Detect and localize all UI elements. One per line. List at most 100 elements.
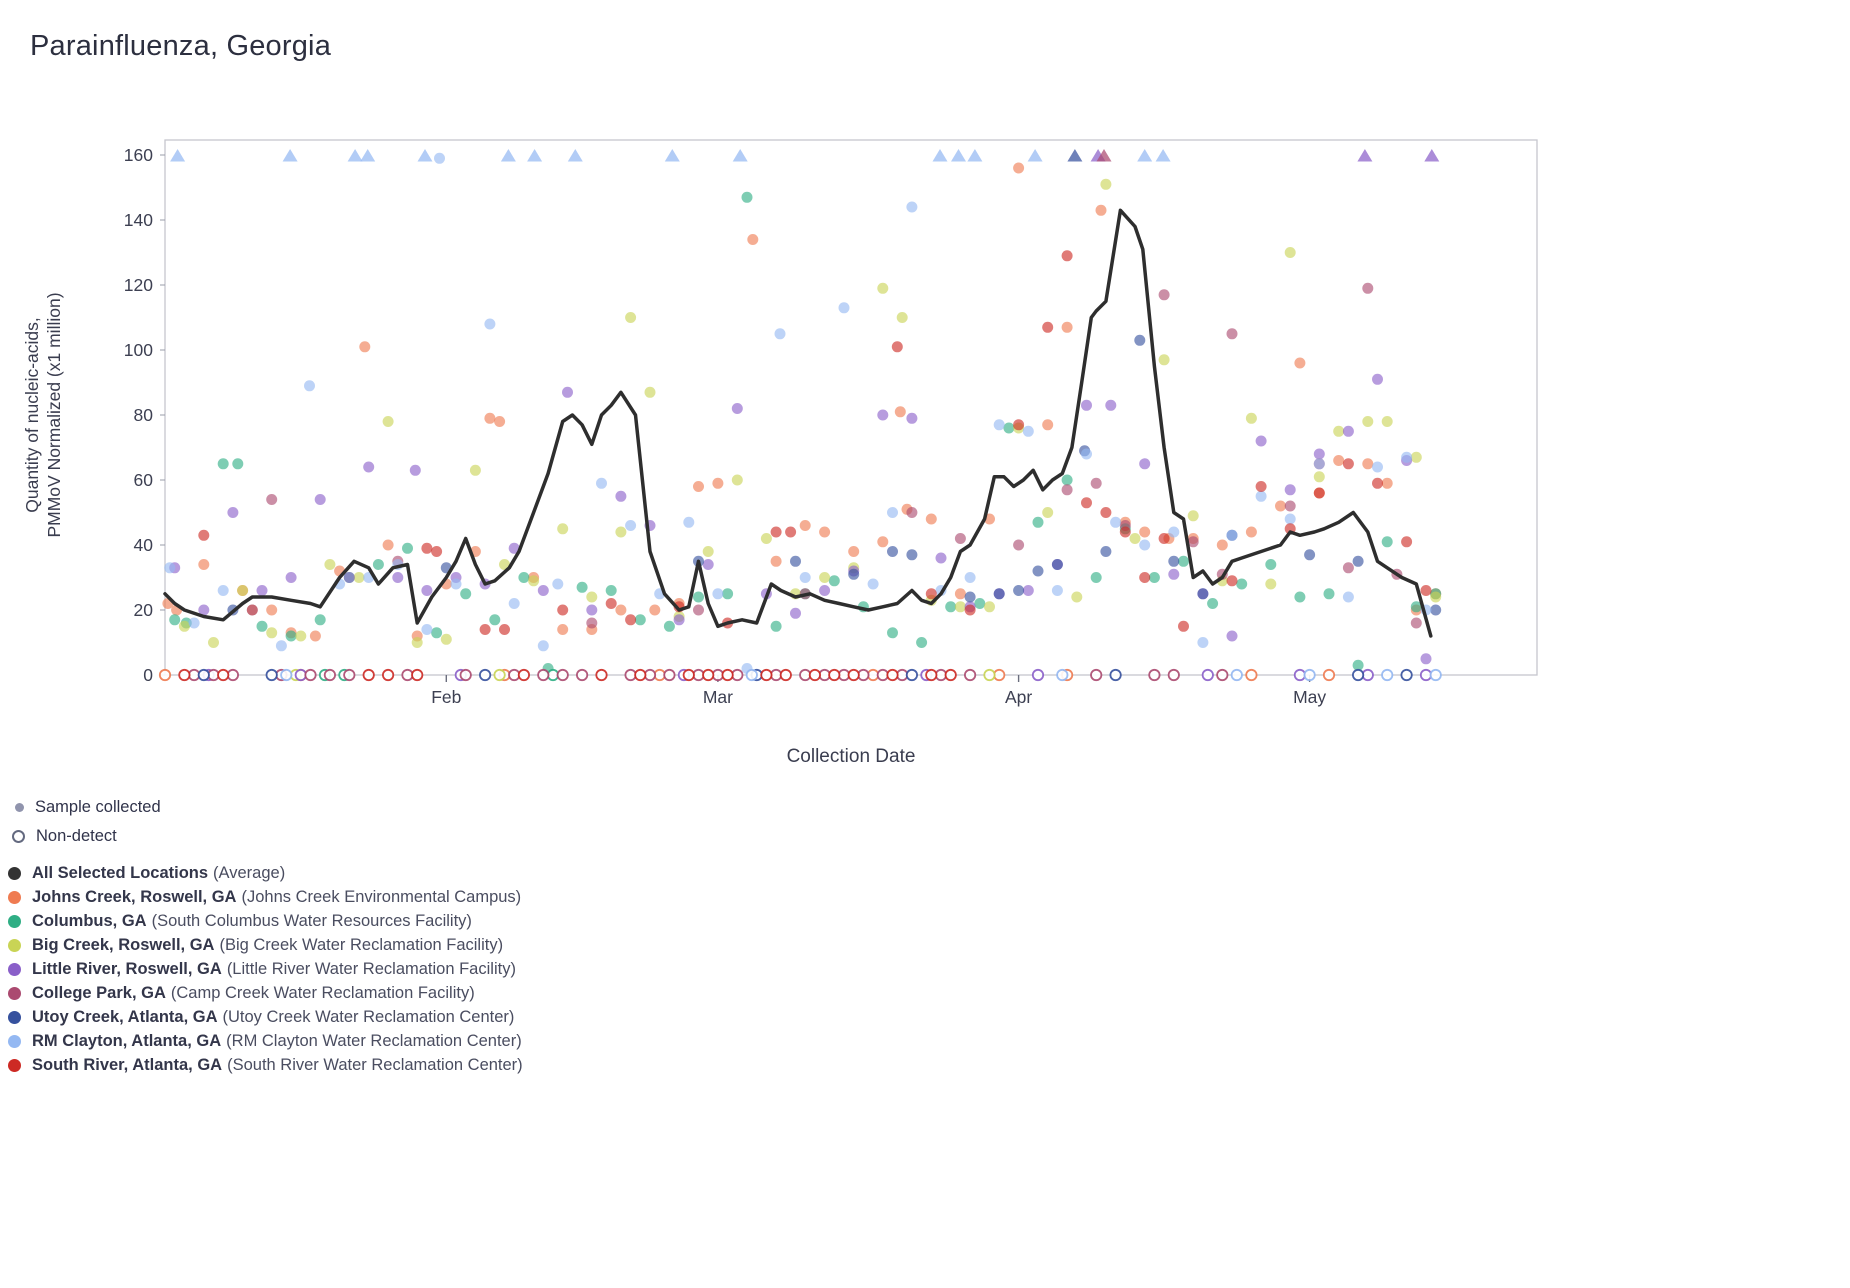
scatter-point-south_river (1342, 458, 1354, 470)
scatter-point-south_river (499, 624, 510, 635)
above-range-marker-college_park (1096, 149, 1112, 162)
scatter-point-utoy_creek (1134, 334, 1146, 346)
scatter-point-college_park (1061, 484, 1073, 496)
non-detect-johns_creek (1322, 668, 1336, 682)
non-detect-icon (12, 830, 25, 843)
scatter-point-columbus (1061, 474, 1073, 486)
scatter-point-columbus (576, 581, 588, 593)
scatter-point-little_river (935, 552, 947, 564)
legend-swatch-college_park (8, 987, 21, 1000)
y-tick-label: 80 (134, 405, 154, 425)
scatter-point-college_park (1226, 328, 1238, 340)
scatter-point-big_creek (1381, 416, 1393, 427)
scatter-point-little_river (1420, 653, 1432, 665)
scatter-point-south_river (1119, 526, 1131, 538)
scatter-point-little_river (256, 585, 268, 596)
scatter-point-south_river (1255, 481, 1267, 492)
scatter-point-johns_creek (557, 624, 569, 635)
legend-sample-collected: Sample collected (8, 798, 768, 817)
scatter-point-south_river (1139, 572, 1151, 583)
scatter-point-utoy_creek (1352, 555, 1364, 567)
above-range-marker-rm_clayton (567, 149, 583, 162)
non-detect-south_river (702, 668, 715, 682)
y-tick-label: 60 (134, 470, 154, 490)
scatter-point-big_creek (557, 523, 569, 535)
scatter-point-johns_creek (1333, 455, 1345, 466)
scatter-point-columbus (828, 575, 840, 587)
legend-item-all: All Selected Locations (Average) (8, 864, 768, 883)
scatter-point-columbus (1148, 572, 1160, 583)
scatter-point-johns_creek (1245, 526, 1257, 538)
scatter-point-big_creek (877, 282, 889, 294)
scatter-point-big_creek (1410, 451, 1422, 463)
scatter-point-little_river (1284, 484, 1296, 496)
scatter-point-south_river (1013, 419, 1025, 431)
scatter-point-rm_clayton (964, 572, 976, 583)
scatter-point-big_creek (266, 627, 278, 639)
y-tick-label: 160 (124, 145, 153, 165)
above-range-marker-rm_clayton (417, 149, 433, 162)
scatter-point-south_river (1226, 575, 1238, 587)
legend-item-little_river: Little River, Roswell, GA (Little River W… (8, 960, 768, 979)
scatter-point-rm_clayton (1401, 451, 1413, 463)
scatter-point-little_river (906, 412, 918, 424)
scatter-point-south_river (479, 624, 491, 635)
scatter-point-big_creek (1100, 178, 1112, 190)
scatter-point-south_river (1313, 487, 1325, 499)
scatter-point-columbus (431, 627, 443, 639)
non-detect-big_creek (983, 668, 996, 682)
scatter-point-johns_creek (747, 234, 759, 245)
legend-location-name: College Park, GA (32, 984, 166, 1002)
scatter-point-johns_creek (1139, 526, 1151, 538)
scatter-point-south_river (1420, 585, 1432, 596)
scatter-point-rm_clayton (552, 578, 564, 590)
scatter-point-south_river (605, 598, 617, 609)
scatter-point-college_park (1158, 289, 1170, 301)
scatter-point-columbus (169, 614, 181, 626)
scatter-point-little_river (1372, 373, 1383, 385)
scatter-point-utoy_creek (906, 549, 918, 561)
chart-canvas: 0 20 40 60 80 100 120 140 160 Feb Mar Apr May Quanti… (22, 139, 1538, 767)
scatter-point-rm_clayton (1139, 539, 1151, 551)
non-detect-south_river (721, 668, 734, 682)
scatter-point-rm_clayton (217, 585, 229, 596)
non-detect-south_river (517, 668, 531, 682)
scatter-point-rm_clayton (906, 201, 918, 213)
scatter-point-college_park (1362, 282, 1374, 294)
legend-location-detail: (South Columbus Water Resources Facility… (151, 912, 472, 930)
y-tick-label: 100 (124, 340, 153, 360)
scatter-point-big_creek (1042, 507, 1054, 518)
scatter-point-columbus (722, 588, 734, 600)
scatter-point-south_river (1081, 497, 1092, 509)
non-detect-college_park (556, 668, 569, 682)
above-range-marker-rm_clayton (1137, 149, 1153, 162)
legend-non-detect: Non-detect (8, 827, 768, 846)
x-tick-label: Apr (1005, 687, 1032, 707)
scatter-point-rm_clayton (1022, 425, 1034, 437)
above-range-marker-rm_clayton (347, 149, 363, 162)
scatter-point-johns_creek (494, 416, 506, 427)
scatter-point-rm_clayton (484, 318, 496, 330)
scatter-point-big_creek (1245, 412, 1257, 424)
legend-location-name: Columbus, GA (32, 912, 147, 930)
scatter-point-columbus (1352, 659, 1364, 671)
scatter-point-college_park (1410, 617, 1422, 629)
scatter-point-columbus (1236, 578, 1248, 590)
above-range-marker-little_river (1424, 149, 1440, 162)
non-detect-south_river (808, 668, 822, 682)
non-detect-college_park (963, 668, 977, 682)
above-range-marker-rm_clayton (932, 149, 948, 162)
non-detect-south_river (760, 668, 773, 682)
scatter-point-south_river (891, 341, 903, 353)
scatter-point-big_creek (1187, 510, 1199, 522)
non-detect-rm_clayton (1056, 668, 1069, 682)
scatter-point-big_creek (237, 585, 249, 596)
scatter-point-little_river (363, 461, 375, 473)
legend-swatch-all (8, 867, 21, 880)
x-tick-label: May (1293, 687, 1326, 707)
legend-non-detect-label: Non-detect (36, 827, 117, 845)
non-detect-south_river (362, 668, 375, 682)
scatter-point-columbus (663, 620, 675, 632)
scatter-point-south_river (1372, 477, 1383, 489)
scatter-point-little_river (1139, 458, 1151, 470)
